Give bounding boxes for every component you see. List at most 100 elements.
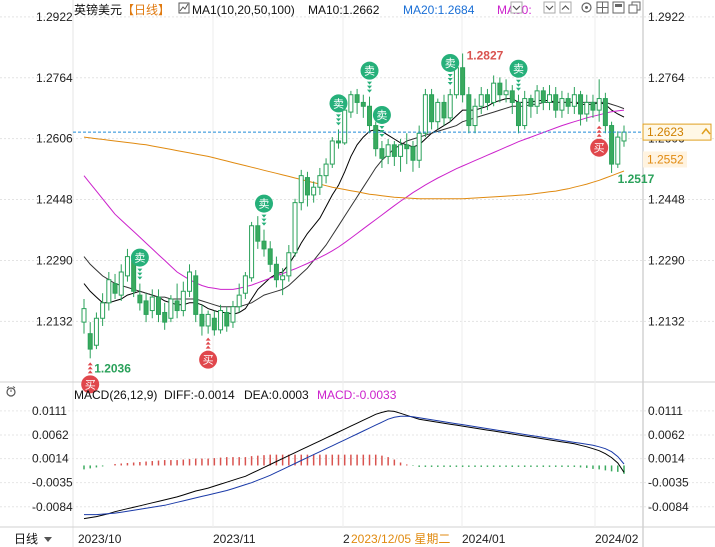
svg-text:1.2623: 1.2623 bbox=[647, 125, 684, 139]
sell-signal-badge[interactable]: 卖 bbox=[130, 248, 149, 280]
candle bbox=[559, 90, 565, 118]
candle bbox=[187, 264, 193, 298]
sell-signal-badge[interactable]: 卖 bbox=[329, 94, 348, 126]
svg-text:卖: 卖 bbox=[513, 63, 524, 76]
candle bbox=[168, 295, 174, 323]
buy-signal-badge[interactable]: 买 bbox=[590, 125, 609, 157]
candle bbox=[211, 310, 217, 336]
dea-line bbox=[84, 415, 625, 516]
candle bbox=[596, 79, 602, 122]
svg-text:买: 买 bbox=[203, 354, 214, 367]
candle bbox=[466, 87, 472, 134]
svg-text:卖: 卖 bbox=[134, 252, 145, 265]
candle bbox=[155, 289, 161, 323]
macd-axis: 0.0111 0.0111 0.0062 0.0062 0.0014 0.0014 -0.0… bbox=[32, 404, 689, 514]
ma-settings-label[interactable]: MA1(10,20,50,100) bbox=[192, 3, 295, 17]
candle bbox=[230, 300, 236, 328]
candle bbox=[460, 53, 466, 103]
price-tags: 1.2623 1.2552 bbox=[642, 123, 712, 168]
series-line-ma100 bbox=[83, 136, 625, 200]
candle bbox=[218, 304, 224, 334]
macd-tick-label: -0.0035 bbox=[648, 476, 689, 490]
candle bbox=[584, 94, 590, 122]
buy-signal-badge[interactable]: 买 bbox=[81, 362, 100, 394]
candle bbox=[540, 87, 546, 111]
y-tick-label: 1.2922 bbox=[648, 10, 685, 24]
svg-text:卖: 卖 bbox=[376, 109, 387, 122]
candle bbox=[174, 283, 180, 319]
macd-tick-label: -0.0084 bbox=[648, 500, 689, 514]
candle bbox=[385, 139, 391, 165]
candle bbox=[261, 229, 267, 257]
candle bbox=[286, 245, 292, 282]
candle bbox=[292, 198, 298, 257]
candle bbox=[528, 94, 534, 118]
candle bbox=[547, 85, 553, 111]
candle bbox=[602, 92, 608, 134]
candle bbox=[118, 264, 124, 301]
sell-signal-badge[interactable]: 卖 bbox=[372, 105, 391, 137]
y-tick-label: 1.2132 bbox=[36, 314, 73, 328]
alarm-icon[interactable] bbox=[6, 386, 16, 397]
restore-icon[interactable] bbox=[628, 1, 641, 14]
macd-value: MACD:-0.0033 bbox=[317, 388, 397, 402]
y-tick-label: 1.2290 bbox=[648, 253, 685, 267]
candle bbox=[93, 312, 99, 350]
series-line-ma10 bbox=[83, 98, 625, 315]
candle bbox=[205, 310, 211, 334]
candle bbox=[553, 87, 559, 118]
chevron-up-icon[interactable] bbox=[559, 1, 572, 14]
gear-icon[interactable] bbox=[581, 2, 592, 13]
candle bbox=[199, 304, 205, 336]
chevron-down-icon bbox=[44, 537, 52, 542]
candle bbox=[404, 133, 410, 165]
period-tag: 【日线】 bbox=[122, 3, 170, 17]
macd-tick-label: 0.0062 bbox=[32, 428, 69, 442]
sell-signal-badge[interactable]: 卖 bbox=[509, 59, 528, 91]
candles bbox=[81, 53, 627, 359]
period-selector-button[interactable]: 日线 bbox=[14, 532, 52, 546]
y-tick-label: 1.2764 bbox=[36, 71, 73, 85]
y-tick-label: 1.2448 bbox=[36, 193, 73, 207]
macd-diff-value: DIFF:-0.0014 bbox=[164, 388, 235, 402]
candle bbox=[410, 140, 416, 172]
candle bbox=[578, 90, 584, 126]
svg-text:买: 买 bbox=[594, 142, 605, 155]
high-label: 1.2827 bbox=[467, 48, 504, 62]
svg-text:1.2552: 1.2552 bbox=[647, 152, 684, 166]
sell-signal-badge[interactable]: 卖 bbox=[441, 53, 460, 85]
macd-label: MACD(26,12,9) bbox=[74, 388, 157, 402]
buy-signal-badge[interactable]: 买 bbox=[199, 337, 218, 369]
x-axis-label: 2024/01 bbox=[462, 532, 506, 546]
y-tick-label: 1.2290 bbox=[36, 253, 73, 267]
candle bbox=[311, 181, 317, 203]
sell-signal-badge[interactable]: 卖 bbox=[360, 61, 379, 93]
candle bbox=[478, 87, 484, 114]
ma-toggle-icon[interactable] bbox=[178, 2, 190, 14]
layout-icon[interactable] bbox=[612, 1, 625, 14]
candle bbox=[193, 270, 199, 323]
candle bbox=[391, 140, 397, 167]
candle bbox=[435, 98, 441, 130]
chevron-down-icon[interactable] bbox=[543, 1, 556, 14]
candle bbox=[484, 88, 490, 111]
chevron-down-icon[interactable] bbox=[510, 1, 523, 14]
candle bbox=[81, 298, 87, 334]
candle bbox=[447, 88, 453, 122]
candle bbox=[373, 121, 379, 157]
candle bbox=[180, 281, 186, 317]
candle bbox=[342, 104, 348, 145]
svg-text:卖: 卖 bbox=[364, 65, 375, 78]
sell-signal-badge[interactable]: 卖 bbox=[255, 194, 273, 226]
macd-dea-value: DEA:0.0003 bbox=[244, 388, 309, 402]
candle bbox=[87, 322, 93, 359]
y-tick-label: 1.2448 bbox=[648, 193, 685, 207]
candle bbox=[503, 79, 509, 103]
moving-average-lines bbox=[83, 98, 625, 315]
macd-lines bbox=[83, 410, 625, 520]
candle bbox=[441, 94, 447, 126]
grid-icon[interactable] bbox=[596, 1, 609, 14]
collapse-arrow-icon[interactable] bbox=[701, 127, 711, 135]
symbol-title: 英镑美元 bbox=[74, 2, 122, 17]
